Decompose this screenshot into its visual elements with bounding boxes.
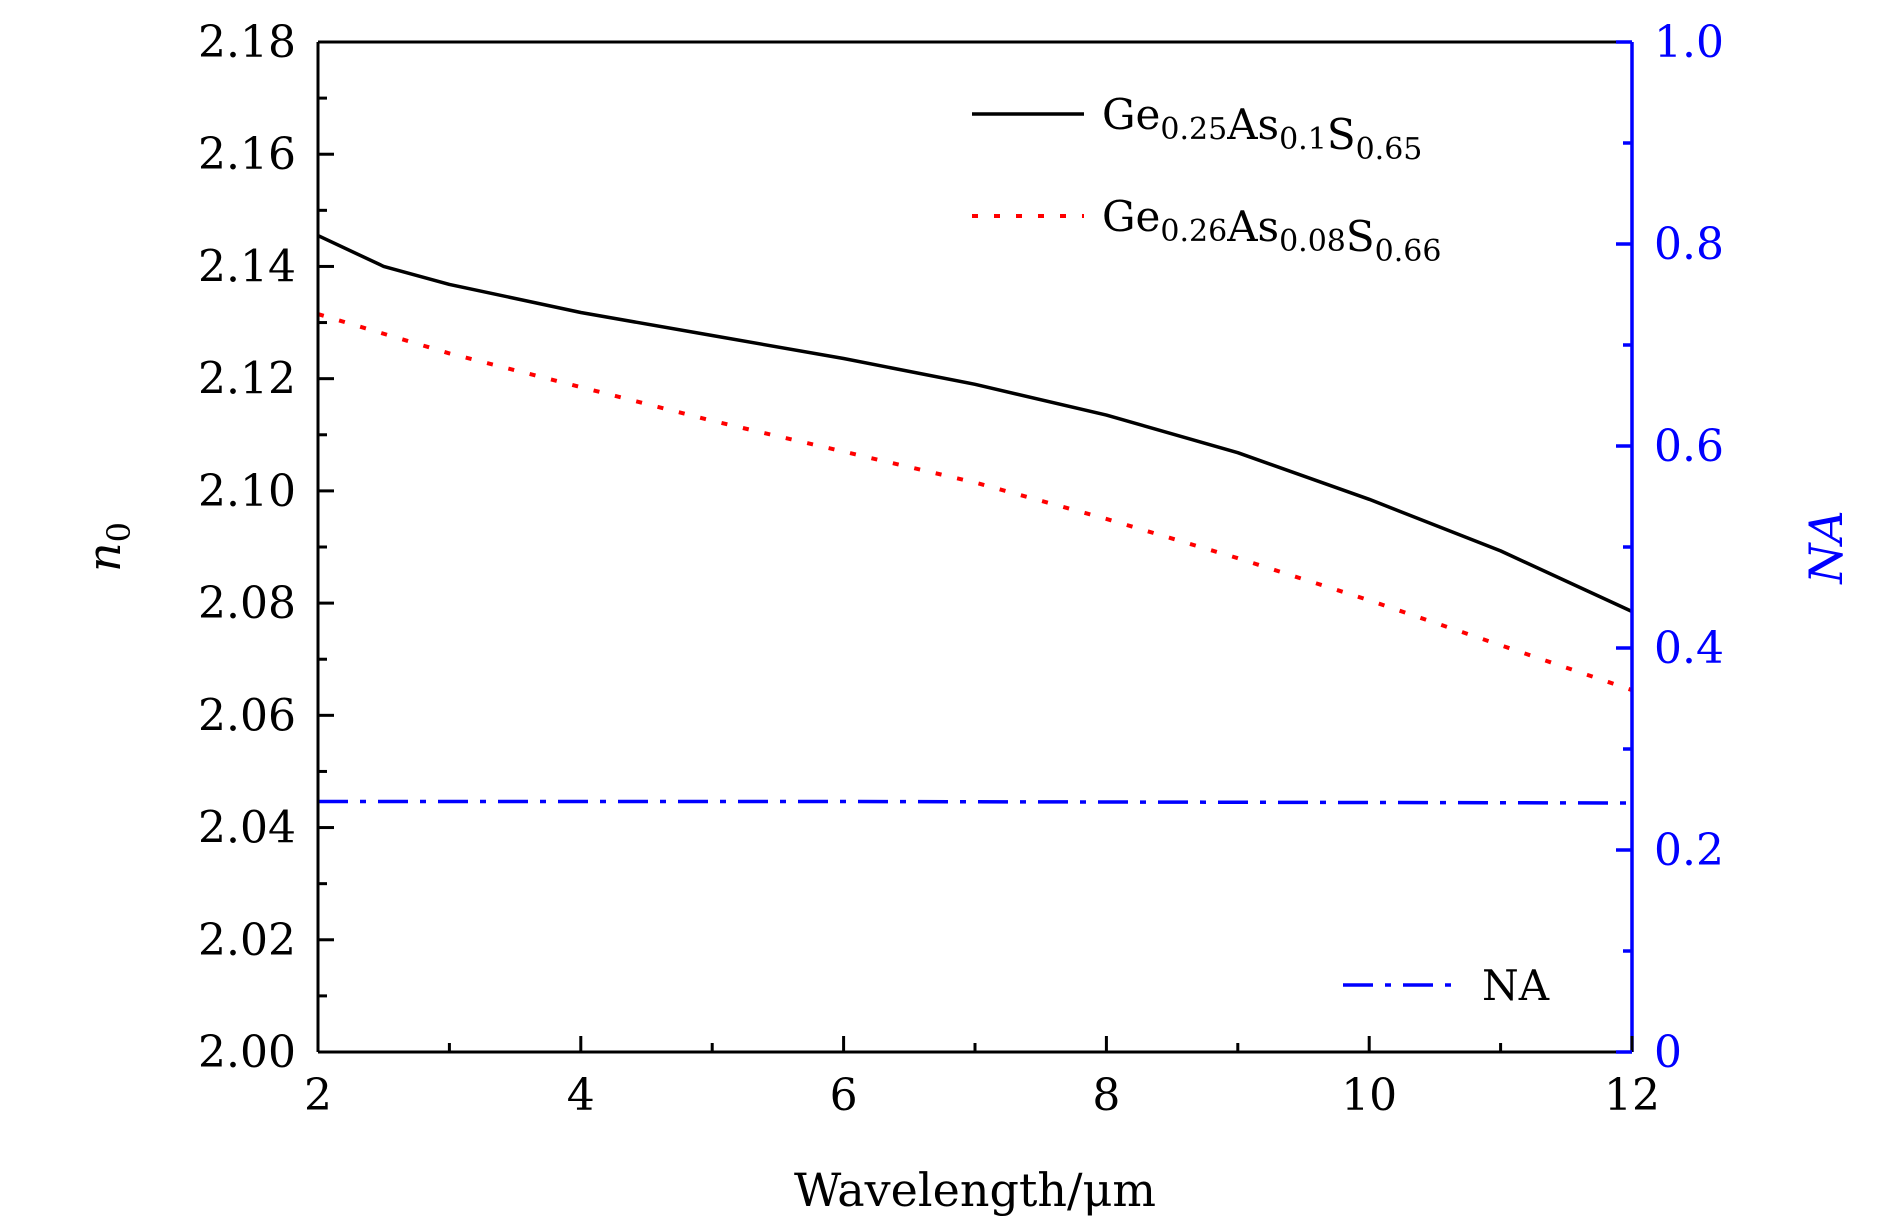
y-tick-label: 2.08: [198, 578, 296, 629]
x-tick-label: 12: [1604, 1070, 1660, 1121]
x-tick-label: 2: [304, 1070, 332, 1121]
legend-label: Ge0.25As0.1S0.65: [1102, 90, 1422, 167]
legend-label: Ge0.26As0.08S0.66: [1102, 192, 1441, 269]
y2-tick-label: 1.0: [1654, 17, 1724, 68]
y2-tick-label: 0.8: [1654, 219, 1724, 270]
y-tick-label: 2.04: [198, 803, 296, 854]
y2-tick-label: 0.6: [1654, 421, 1724, 472]
y-tick-label: 2.14: [198, 241, 296, 292]
series-line-ge0-26as0-08s0-66: [317, 312, 1633, 692]
y-tick-label: 2.18: [198, 17, 296, 68]
y-axis-title: n0: [77, 522, 138, 572]
y-tick-label: 2.02: [198, 915, 296, 966]
x-tick-label: 6: [830, 1070, 858, 1121]
x-axis-title: Wavelength/μm: [794, 1163, 1156, 1217]
y2-tick-label: 0.4: [1654, 623, 1724, 674]
y-tick-label: 2.10: [198, 466, 296, 517]
y2-tick-label: 0: [1654, 1027, 1682, 1078]
y-tick-label: 2.00: [198, 1027, 296, 1078]
x-tick-label: 10: [1341, 1070, 1397, 1121]
axes: 2 4 6 8 10 12 2.00 2.02 2.04 2.06 2.08 2.10 2.12 2.14…: [198, 17, 1724, 1121]
y2-axis-title: NA: [1799, 510, 1853, 584]
legend: Ge0.25As0.1S0.65 Ge0.26As0.08S0.66 NA: [972, 90, 1550, 1010]
x-tick-label: 8: [1092, 1070, 1120, 1121]
legend-label: NA: [1482, 961, 1550, 1010]
y-tick-label: 2.06: [198, 690, 296, 741]
y-tick-label: 2.16: [198, 129, 296, 180]
plot-area: [317, 234, 1633, 805]
x-tick-label: 4: [567, 1070, 595, 1121]
series-line-ge0-25as0-1s0-65: [317, 234, 1633, 614]
y-tick-label: 2.12: [198, 354, 296, 405]
y2-tick-label: 0.2: [1654, 825, 1724, 876]
series-line-na: [318, 799, 1633, 805]
